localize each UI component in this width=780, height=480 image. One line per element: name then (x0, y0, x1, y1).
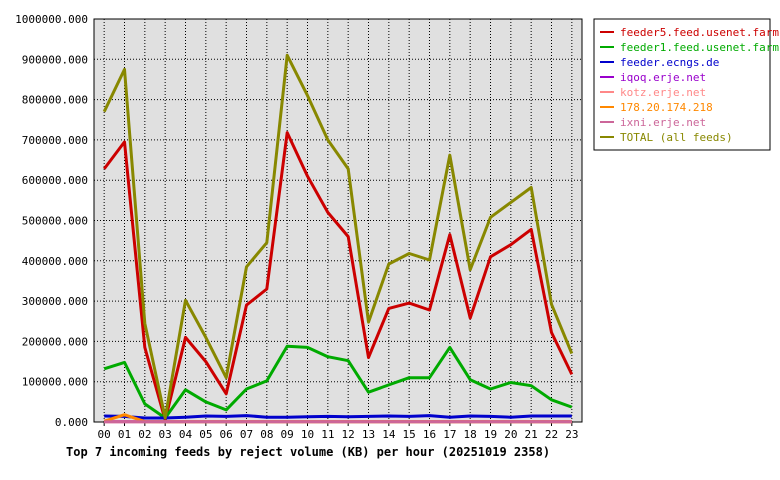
legend-label: feeder1.feed.usenet.farm (620, 41, 779, 54)
x-tick-label: 17 (443, 428, 456, 441)
y-tick-label: 300000.000 (22, 295, 88, 308)
x-tick-label: 09 (281, 428, 294, 441)
y-tick-label: 800000.000 (22, 94, 88, 107)
y-tick-label: 600000.000 (22, 174, 88, 187)
x-tick-label: 05 (199, 428, 212, 441)
legend-box (593, 18, 771, 151)
grid (94, 19, 582, 422)
x-tick-label: 22 (545, 428, 558, 441)
y-axis: 0.000 100000.000 200000.000 300000.000 40000… (15, 13, 88, 429)
x-tick-label: 20 (504, 428, 517, 441)
x-tick-label: 02 (138, 428, 151, 441)
x-tick-label: 23 (565, 428, 578, 441)
series-line-total-all-feeds (102, 53, 574, 420)
y-tick-label: 0.000 (55, 416, 88, 429)
x-tick-label: 13 (362, 428, 375, 441)
legend-label: feeder5.feed.usenet.farm (620, 26, 779, 39)
x-tick-label: 14 (382, 428, 396, 441)
series-line-feeder1-feed-usenet-farm (103, 344, 573, 420)
x-tick-label: 16 (423, 428, 436, 441)
x-tick-label: 18 (464, 428, 477, 441)
y-tick-label: 900000.000 (22, 53, 88, 66)
legend-label: 178.20.174.218 (620, 101, 713, 114)
x-tick-label: 12 (342, 428, 355, 441)
x-tick-label: 11 (321, 428, 334, 441)
x-tick-label: 00 (98, 428, 111, 441)
y-tick-label: 1000000.000 (15, 13, 88, 26)
legend: feeder5.feed.usenet.farm feeder1.feed.use… (593, 18, 779, 151)
legend-label: TOTAL (all feeds) (620, 131, 733, 144)
series-line-feeder-ecngs-de (104, 414, 572, 420)
x-tick-label: 15 (403, 428, 416, 441)
legend-label: kotz.erje.net (620, 86, 706, 99)
x-tick-label: 21 (525, 428, 538, 441)
series-line-feeder5-feed-usenet-farm (103, 131, 574, 422)
x-axis: 00 01 02 03 04 05 06 07 08 09 10 11 12 13 14 15 16 17 18 19… (98, 422, 578, 441)
x-tick-label: 06 (220, 428, 233, 441)
legend-label: feeder.ecngs.de (620, 56, 719, 69)
y-tick-label: 400000.000 (22, 255, 88, 268)
y-tick-label: 700000.000 (22, 134, 88, 147)
legend-label: ixni.erje.net (620, 116, 706, 129)
y-tick-label: 500000.000 (22, 215, 88, 228)
x-tick-label: 07 (240, 428, 253, 441)
x-tick-label: 01 (118, 428, 131, 441)
x-tick-label: 03 (159, 428, 172, 441)
x-tick-label: 19 (484, 428, 497, 441)
series-lines (102, 53, 574, 424)
chart-title: Top 7 incoming feeds by reject volume (K… (66, 445, 550, 459)
x-tick-label: 04 (179, 428, 193, 441)
x-tick-label: 10 (301, 428, 314, 441)
y-tick-label: 100000.000 (22, 376, 88, 389)
legend-label: iqoq.erje.net (620, 71, 706, 84)
y-tick-label: 200000.000 (22, 335, 88, 348)
x-tick-label: 08 (260, 428, 273, 441)
